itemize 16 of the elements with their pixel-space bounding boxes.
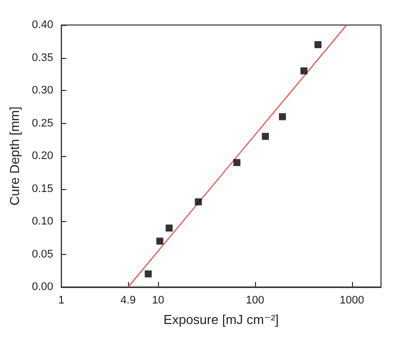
y-tick-label: 0.40	[32, 19, 54, 31]
x-tick-label: 1	[58, 294, 64, 306]
y-tick-label: 0.30	[32, 84, 54, 96]
y-tick-label: 0.25	[32, 117, 54, 130]
y-tick-label: 0.20	[32, 150, 54, 162]
x-tick-label: 10	[152, 294, 164, 306]
x-tick-label: 100	[246, 294, 264, 306]
y-tick-label: 0.05	[32, 248, 54, 260]
y-axis-title: Cure Depth [mm]	[7, 106, 22, 206]
y-tick-label: 0.15	[32, 182, 54, 195]
y-tick-label: 0.10	[32, 216, 54, 228]
y-tick-label: 0.00	[32, 281, 54, 293]
y-tick-label: 0.35	[32, 52, 54, 64]
x-tick-label: 4.9	[120, 294, 136, 306]
x-tick-label: 1000	[340, 294, 364, 306]
x-axis-title: Exposure [mJ cm⁻²]	[164, 312, 279, 327]
